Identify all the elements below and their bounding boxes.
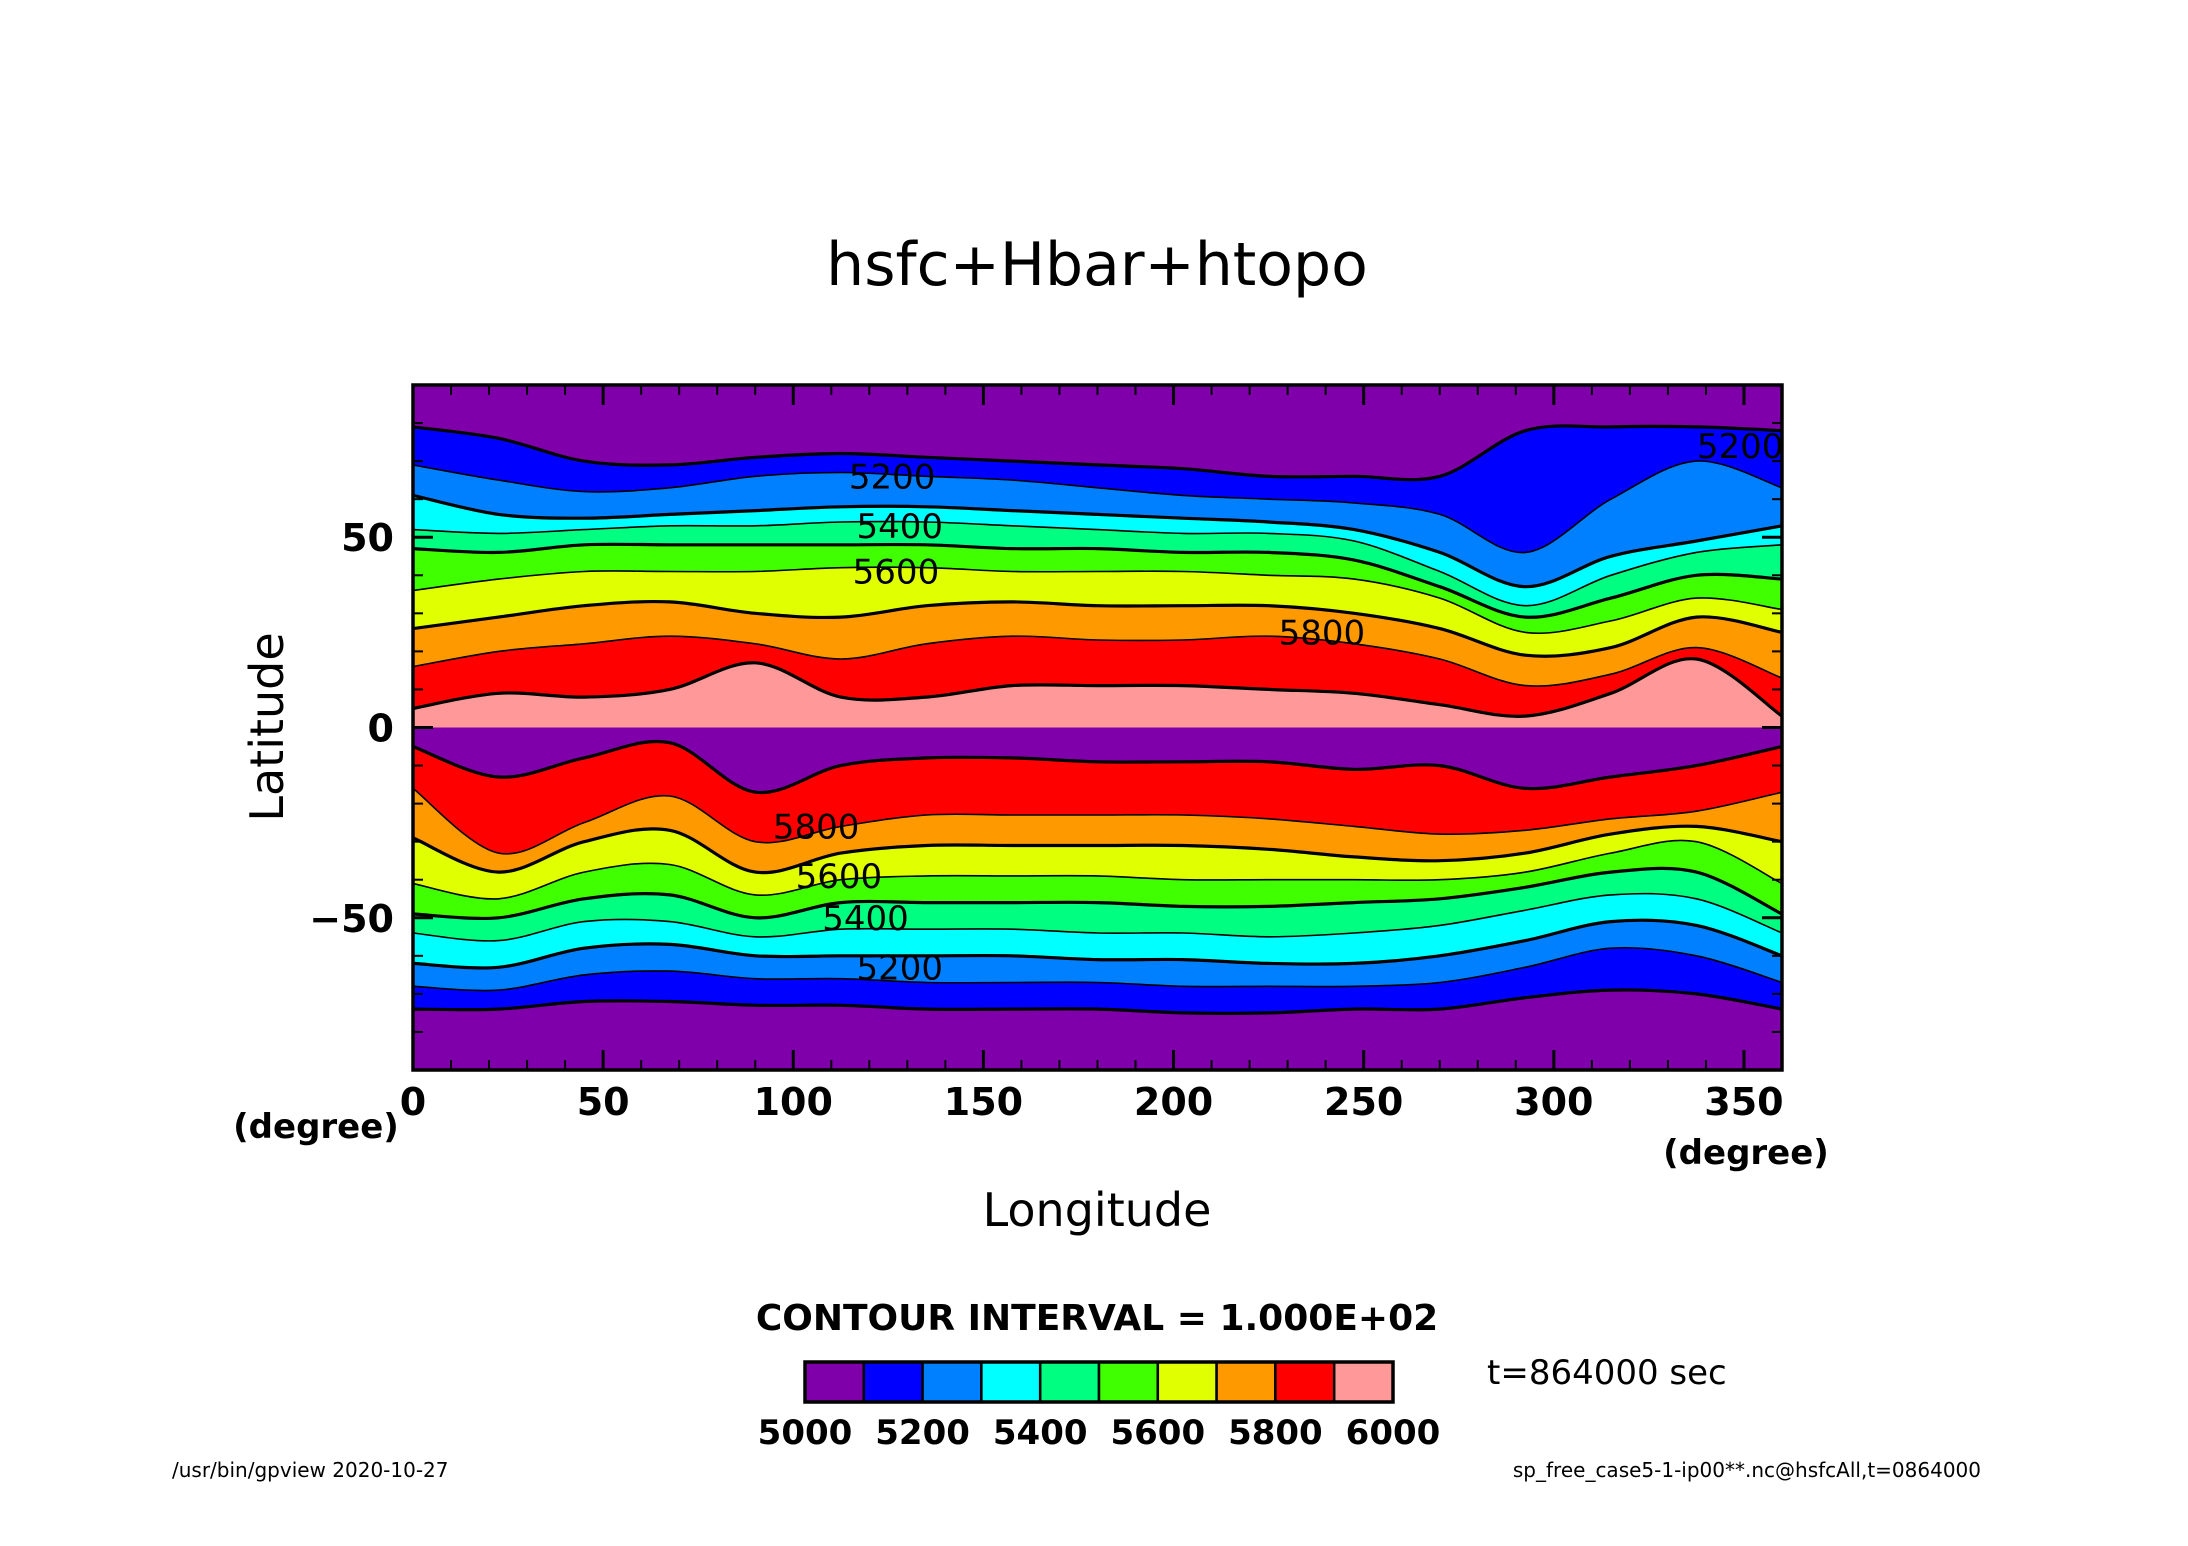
contour-line-north-8 (413, 657, 1782, 718)
plot-area (413, 385, 1782, 1070)
x-tick-labels: 0 50 100 150 200 250 300 350 (400, 1080, 1784, 1124)
contour-line-north-0 (413, 424, 1782, 482)
y-axis-label: Latitude (240, 632, 294, 821)
x-tick-label: 150 (944, 1080, 1023, 1124)
contour-line-south-2 (413, 824, 1782, 875)
y-tick-labels: −50 0 50 (309, 516, 394, 941)
x-tick-label: 300 (1514, 1080, 1593, 1124)
band-north-8 (413, 658, 1782, 728)
colorbar-tick-label: 5400 (993, 1413, 1088, 1453)
contour-line-north-3 (413, 520, 1782, 607)
colorbar-swatch (862, 1360, 924, 1404)
contour-label: 5600 (796, 857, 883, 897)
contour-label: 5200 (849, 457, 936, 497)
contour-interval-text: CONTOUR INTERVAL = 1.000E+02 (756, 1298, 1438, 1339)
y-tick-label: 50 (341, 516, 394, 560)
x-tick-label: 100 (754, 1080, 833, 1124)
colorbar-swatch (980, 1360, 1042, 1404)
contour-label: 5600 (853, 552, 940, 592)
x-tick-label: 200 (1134, 1080, 1213, 1124)
contour-lines (413, 424, 1782, 1016)
axis-ticks (411, 384, 1783, 1071)
colorbar-swatch (921, 1360, 983, 1404)
contour-line-north-1 (413, 460, 1782, 554)
contour-label: 5800 (1279, 613, 1366, 653)
contour-line-south-7 (413, 946, 1782, 992)
x-tick-label: 0 (400, 1080, 426, 1124)
colorbar-swatch (1038, 1360, 1101, 1404)
colorbar-swatch (1332, 1360, 1395, 1404)
contour-line-north-5 (413, 566, 1782, 635)
contour-label: 5200 (1697, 427, 1784, 467)
colorbar-tick-label: 6000 (1346, 1413, 1441, 1453)
y-tick-label: 0 (368, 707, 394, 751)
contour-line-north-4 (413, 542, 1782, 619)
contour-label: 5800 (773, 807, 860, 847)
colorbar-tick-label: 5200 (875, 1413, 970, 1453)
colorbar-labels: 5000 5200 5400 5600 5800 6000 (758, 1413, 1441, 1453)
chart-title: hsfc+Hbar+htopo (826, 230, 1368, 300)
contour-label: 5200 (856, 948, 943, 988)
x-tick-label: 350 (1704, 1080, 1783, 1124)
contour-line-south-3 (413, 839, 1782, 900)
x-axis-label: Longitude (983, 1183, 1212, 1237)
contour-line-south-5 (413, 892, 1782, 942)
colorbar (803, 1360, 1395, 1404)
x-axis-unit-left: (degree) (233, 1107, 399, 1147)
contour-line-north-2 (413, 493, 1782, 589)
colorbar-tick-label: 5800 (1228, 1413, 1323, 1453)
x-tick-label: 50 (577, 1080, 630, 1124)
contour-line-south-0 (413, 739, 1782, 795)
contour-line-south-4 (413, 866, 1782, 921)
colorbar-tick-label: 5000 (758, 1413, 853, 1453)
x-tick-label: 250 (1324, 1080, 1403, 1124)
time-text: t=864000 sec (1487, 1353, 1727, 1393)
y-tick-label: −50 (309, 897, 394, 941)
colorbar-swatch (1156, 1360, 1218, 1404)
colorbar-frame (803, 1360, 1395, 1404)
footer-left: /usr/bin/gpview 2020-10-27 (172, 1458, 449, 1482)
contour-line-north-6 (413, 599, 1782, 658)
contour-label: 5400 (856, 507, 943, 547)
colorbar-swatch (1215, 1360, 1277, 1404)
colorbar-swatch (1097, 1360, 1160, 1404)
contour-line-south-6 (413, 918, 1782, 970)
x-axis-unit-right: (degree) (1663, 1133, 1829, 1173)
contour-line-north-7 (413, 635, 1782, 687)
colorbar-swatch (803, 1360, 866, 1404)
footer-right: sp_free_case5-1-ip00**.nc@hsfcAll,t=0864… (1513, 1458, 1981, 1482)
contour-label: 5400 (822, 899, 909, 939)
colorbar-tick-label: 5600 (1110, 1413, 1205, 1453)
contour-line-south-1 (413, 787, 1782, 855)
contour-line-south-8 (413, 988, 1782, 1016)
colorbar-swatch (1274, 1360, 1336, 1404)
